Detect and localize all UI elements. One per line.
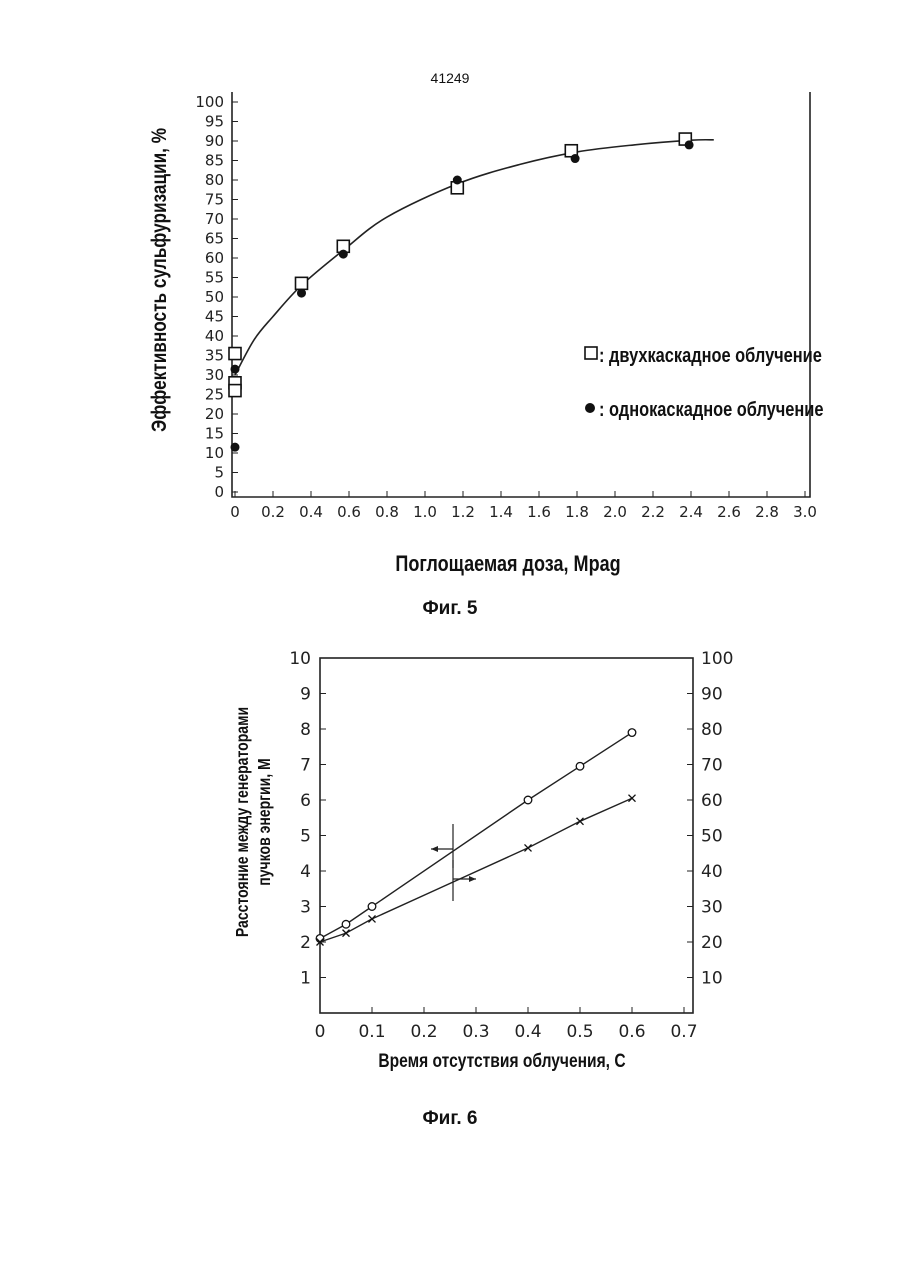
data-point-cross [369, 915, 376, 922]
data-point-circle [524, 796, 532, 804]
data-point-circle [576, 762, 584, 770]
y2-tick-label: 40 [701, 862, 723, 882]
y-tick-label: 3 [300, 898, 311, 918]
x-tick-label: 0 [315, 1022, 326, 1042]
x-tick-label: 0.4 [514, 1022, 541, 1042]
y-tick-label: 10 [289, 649, 311, 669]
y-tick-label: 7 [300, 756, 311, 776]
y-tick-label: 4 [300, 862, 311, 882]
y2-tick-label: 70 [701, 756, 723, 776]
y-tick-label: 2 [300, 933, 311, 953]
y-axis-label-line2: пучков энергии, М [254, 758, 274, 885]
figure-6-caption: Фиг. 6 [0, 1108, 900, 1130]
series-line-crosses [320, 798, 632, 942]
data-point-cross [629, 795, 636, 802]
y-tick-label: 8 [300, 720, 311, 740]
figure-5-caption: Фиг. 5 [0, 598, 900, 620]
series-line-circles [320, 733, 632, 939]
y2-tick-label: 80 [701, 720, 723, 740]
plot-frame [320, 658, 693, 1013]
data-point-cross [343, 930, 350, 937]
y-tick-label: 1 [300, 969, 311, 989]
data-point-circle [342, 920, 350, 928]
arrow-left-icon [431, 846, 438, 852]
y2-tick-label: 90 [701, 685, 723, 705]
y2-tick-label: 100 [701, 649, 733, 669]
x-tick-label: 0.6 [618, 1022, 645, 1042]
x-axis-label: Время отсутствия облучения, С [378, 1050, 626, 1072]
y-tick-label: 5 [300, 827, 311, 847]
y-tick-label: 6 [300, 791, 311, 811]
y2-tick-label: 10 [701, 969, 723, 989]
y-tick-label: 9 [300, 685, 311, 705]
x-tick-label: 0.1 [358, 1022, 385, 1042]
x-tick-label: 0.5 [566, 1022, 593, 1042]
data-point-circle [368, 903, 376, 911]
y-axis-label-line1: Расстояние между генераторами [232, 707, 252, 937]
data-point-cross [525, 844, 532, 851]
y2-tick-label: 20 [701, 933, 723, 953]
y2-tick-label: 60 [701, 791, 723, 811]
x-tick-label: 0.7 [670, 1022, 697, 1042]
data-point-circle [628, 729, 636, 737]
x-tick-label: 0.3 [462, 1022, 489, 1042]
y2-tick-label: 30 [701, 898, 723, 918]
x-tick-label: 0.2 [410, 1022, 437, 1042]
y2-tick-label: 50 [701, 827, 723, 847]
data-point-cross [577, 818, 584, 825]
arrow-right-icon [469, 876, 476, 882]
